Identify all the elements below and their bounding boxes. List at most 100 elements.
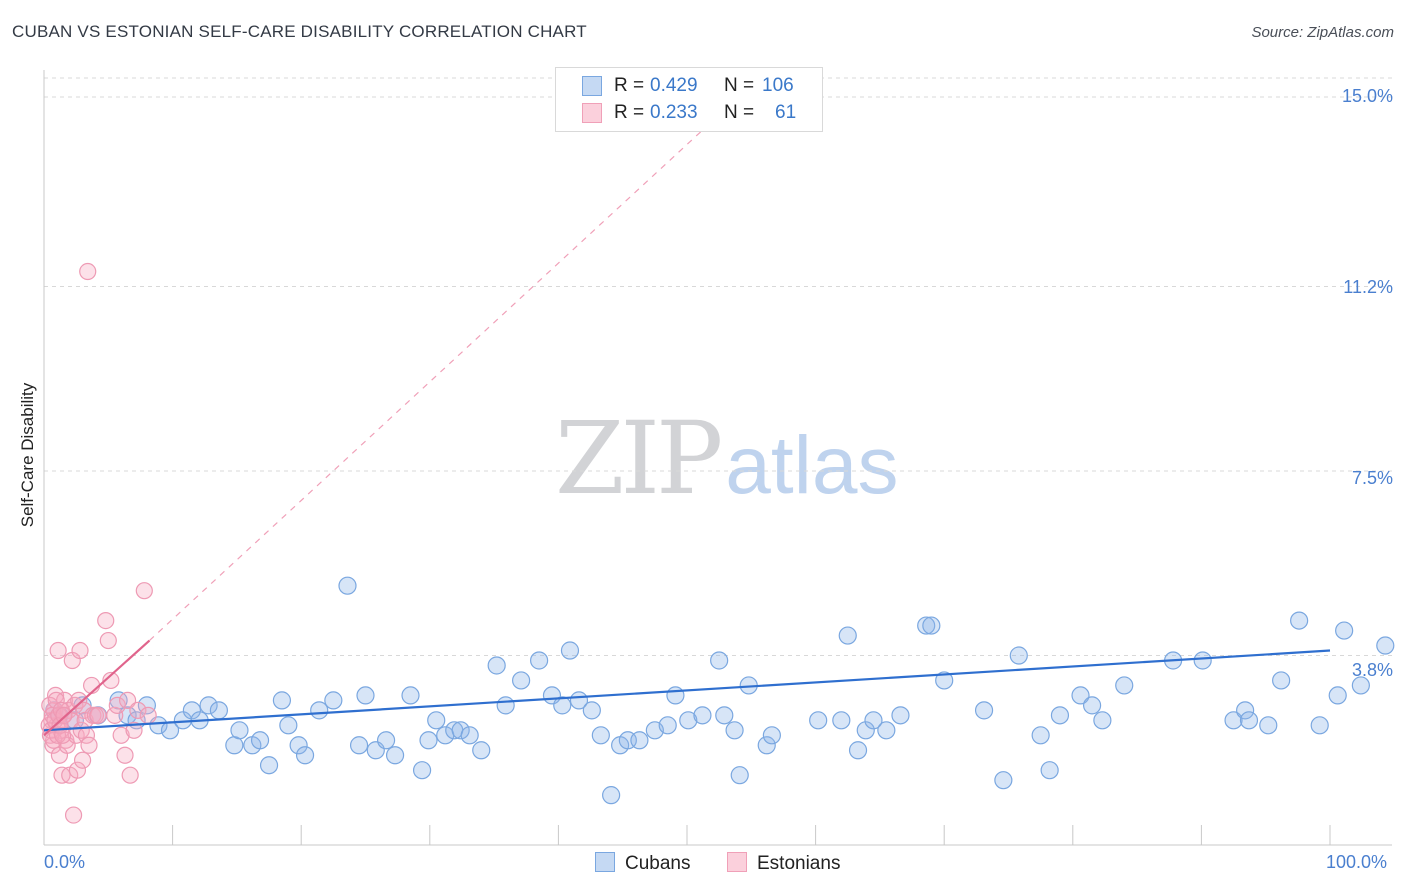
estonians-point [99,631,117,650]
cubans-point [349,736,369,755]
cubans-point [512,671,531,690]
y-tick-label: 3.8% [1351,660,1393,680]
cubans-point [922,616,941,635]
cubans-point [994,771,1013,790]
estonians-point [46,686,65,705]
r-label: R = [614,102,645,123]
cubans-point [891,706,910,725]
legend-item-cubans[interactable]: Cubans [595,852,691,875]
cubans-point [560,641,580,660]
y-tick-label: 7.5% [1351,468,1393,488]
watermark: ZIPatlas [555,400,899,517]
estonians-point [71,641,89,660]
estonians-point [70,691,88,709]
n-label: N = [724,75,755,96]
r-value: 0.429 [650,75,698,96]
cubans-point [553,696,572,715]
cubans-point [917,616,936,635]
n-value: 106 [762,75,794,96]
cubans-point [295,746,315,765]
cubans-point [279,716,298,735]
cubans-legend-swatch [595,852,615,872]
cubans-point [1239,711,1259,730]
cubans-point [630,731,649,750]
cubans-point [412,761,432,780]
n-label: N = [724,102,755,123]
cubans-point [451,721,470,740]
estonians-point [135,582,153,600]
cubans-point [582,701,601,720]
estonians-point [64,806,83,824]
r-label: R = [614,75,645,96]
estonians-point [79,262,97,281]
cubans-point [310,701,329,720]
estonians-point [73,751,92,769]
estonians-point [125,721,143,739]
estonians-point [97,611,115,630]
cubans-point [385,746,405,765]
cubans-point [182,701,201,720]
cubans-trendline [43,649,1331,732]
cubans-point [762,726,781,745]
cubans-point [974,701,994,720]
cubans-swatch [582,76,602,96]
cubans-point [230,721,249,740]
cubans-point [289,736,308,755]
cubans-point [1071,686,1090,705]
estonians-point [68,761,87,779]
cubans-point [1193,651,1212,670]
cubans-point [530,651,549,670]
estonians-swatch [582,103,602,123]
watermark-atlas: atlas [725,420,899,511]
cubans-point [1335,621,1354,640]
cubans-point [338,576,357,595]
cubans-point [1050,706,1070,725]
cubans-point [1236,701,1255,720]
cubans-point [1224,711,1243,730]
cubans-point [864,711,883,730]
stats-legend: R = 0.429 N = 106 R = 0.233 N = 61 [555,67,823,132]
cubans-point [602,786,621,805]
cubans-point [419,731,438,750]
cubans-point [1328,686,1347,705]
cubans-point [1040,761,1059,780]
estonians-trendline [43,639,151,737]
legend-label-estonians: Estonians [757,853,841,874]
cubans-point [250,731,270,750]
cubans-point [838,626,857,645]
estonians-point [54,726,72,744]
cubans-point [666,686,685,705]
cubans-point [730,766,749,785]
watermark-zip: ZIP [555,400,723,517]
x-tick-label: 100.0% [1326,852,1388,872]
cubans-point [935,671,954,690]
cubans-point [1009,646,1028,665]
cubans-point [496,696,515,715]
cubans-point [1290,611,1309,630]
estonians-point [116,746,134,764]
cubans-point [1376,636,1395,655]
cubans-point [1093,711,1112,730]
cubans-point [487,656,506,675]
estonians-point [49,641,67,660]
estonians-point [82,676,101,695]
cubans-point [856,721,875,740]
estonians-point [106,706,124,724]
x-tick-label: 0.0% [44,852,86,872]
estonians-point [80,736,98,754]
cubans-point [356,686,375,705]
cubans-point [460,726,479,745]
cubans-point [472,741,491,760]
estonians-point [48,726,67,744]
cubans-point [710,651,729,670]
legend-item-estonians[interactable]: Estonians [727,852,840,875]
estonians-point [72,721,90,739]
y-tick-label: 15.0% [1341,86,1393,106]
cubans-point [679,711,698,730]
cubans-point [1115,676,1134,695]
cubans-point [1031,726,1050,745]
estonians-trend-extrapolation [149,96,739,641]
estonians-point [47,691,65,709]
cubans-point [832,711,851,730]
chart-title: CUBAN VS ESTONIAN SELF-CARE DISABILITY C… [12,22,587,41]
